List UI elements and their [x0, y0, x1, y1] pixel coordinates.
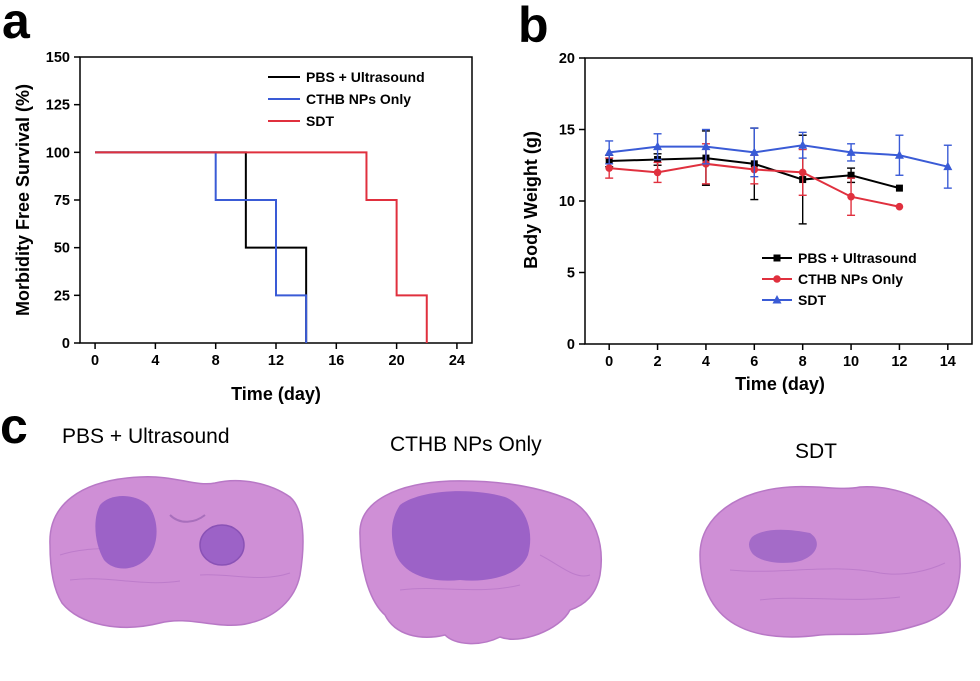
data-point	[847, 192, 855, 201]
brain-sections	[49, 476, 961, 645]
brain-section-sdt	[699, 485, 961, 638]
x-tick-label: 24	[449, 353, 465, 369]
x-tick-label: 16	[328, 353, 344, 369]
data-point	[943, 161, 953, 171]
panel-label-c: c	[0, 405, 28, 454]
y-tick-label: 125	[46, 98, 70, 114]
data-point	[773, 275, 781, 283]
histology-letter-layer: c	[0, 405, 28, 454]
histology-panel: c PBS + Ultrasound CTHB NPs Only SDT	[0, 405, 980, 681]
x-tick-label: 4	[702, 354, 710, 370]
histology-title-sdt: SDT	[795, 440, 837, 463]
legend-label: SDT	[306, 113, 334, 129]
series-line	[609, 144, 949, 168]
panel-label-b: b	[518, 0, 549, 53]
data-point	[605, 164, 613, 172]
y-tick-label: 0	[567, 337, 575, 353]
data-point	[772, 295, 782, 304]
legend-label: CTHB NPs Only	[798, 271, 903, 287]
legend: PBS + Ultrasound CTHB NPs Only SDT	[762, 250, 917, 308]
axis-ticks: 0 4 8 12 16 20 24 0 25 50 75 100 125 150	[46, 50, 465, 369]
data-point	[895, 202, 904, 211]
histology-title-pbs: PBS + Ultrasound	[62, 425, 230, 448]
y-tick-label: 150	[46, 50, 70, 66]
x-tick-label: 12	[891, 354, 907, 370]
data-point	[895, 184, 903, 192]
y-tick-label: 10	[559, 194, 575, 210]
legend-label: CTHB NPs Only	[306, 91, 411, 107]
x-tick-label: 6	[750, 354, 758, 370]
data-point	[894, 150, 904, 159]
y-tick-label: 15	[559, 123, 575, 139]
y-tick-label: 100	[46, 145, 70, 161]
data-point	[773, 254, 781, 262]
y-tick-label: 20	[559, 51, 575, 67]
x-tick-label: 12	[268, 353, 284, 369]
x-tick-label: 14	[940, 354, 956, 370]
series-line	[95, 151, 308, 343]
data-point	[653, 141, 663, 151]
legend: PBS + Ultrasound CTHB NPs Only SDT	[268, 69, 425, 129]
data-point	[653, 168, 662, 177]
x-tick-label: 10	[843, 354, 859, 370]
panel-label-a: a	[2, 0, 31, 49]
survival-chart: a 0 4 8 12 16 20 24 0 25 50 75 100 125 150 PBS + Ultr…	[2, 0, 473, 404]
data-point	[798, 168, 807, 177]
data-point	[846, 147, 856, 156]
x-tick-label: 4	[151, 353, 159, 369]
y-tick-label: 0	[62, 336, 70, 352]
data-point	[749, 147, 759, 156]
y-tick-label: 75	[54, 193, 70, 209]
body-weight-chart: b 0 2 4 6 8 10 12 14 0 5 10 15 20 PBS + Ultrasound CT…	[518, 0, 973, 394]
brain-section-cthb-nps-only	[359, 480, 602, 645]
x-tick-label: 0	[605, 354, 613, 370]
legend-label: PBS + Ultrasound	[798, 250, 917, 266]
y-tick-label: 25	[54, 288, 70, 304]
x-tick-label: 2	[654, 354, 662, 370]
y-axis-title: Body Weight (g)	[521, 131, 541, 269]
x-tick-label: 8	[212, 353, 220, 369]
x-axis-title: Time (day)	[231, 384, 321, 404]
x-tick-label: 20	[389, 353, 405, 369]
x-axis-title: Time (day)	[735, 374, 825, 394]
x-tick-label: 0	[91, 353, 99, 369]
y-tick-label: 5	[567, 266, 575, 282]
histology-title-cthb: CTHB NPs Only	[390, 433, 542, 456]
series-group	[604, 127, 953, 225]
data-point	[701, 141, 711, 151]
series-line	[95, 151, 428, 343]
data-point	[847, 171, 855, 179]
y-axis-title: Morbidity Free Survival (%)	[13, 84, 33, 316]
series-group	[95, 151, 428, 343]
brain-section-pbs-ultrasound	[49, 476, 304, 628]
legend-label: PBS + Ultrasound	[306, 69, 425, 85]
x-tick-label: 8	[799, 354, 807, 370]
axis-ticks: 0 2 4 6 8 10 12 14 0 5 10 15 20	[559, 51, 956, 370]
data-point	[604, 147, 614, 156]
data-point	[798, 140, 808, 149]
legend-label: SDT	[798, 292, 826, 308]
y-tick-label: 50	[54, 241, 70, 257]
